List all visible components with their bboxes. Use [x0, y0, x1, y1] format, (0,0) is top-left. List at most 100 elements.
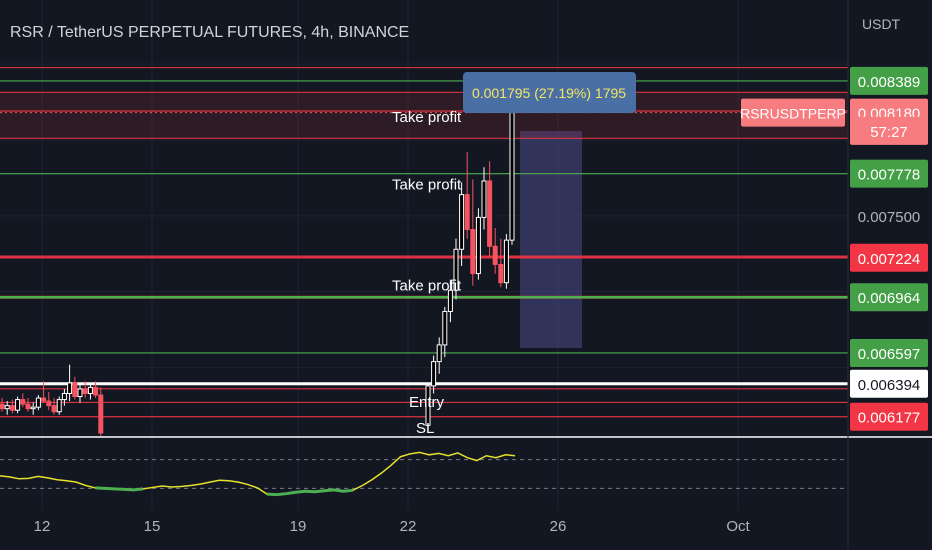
candle	[470, 179, 476, 286]
candle	[492, 228, 498, 274]
candle-body	[20, 399, 26, 405]
candle-body	[447, 289, 453, 313]
candle	[41, 381, 47, 403]
price-axis[interactable]: 0.0083890.00818057:270.0077780.0075000.0…	[740, 66, 928, 431]
candle	[0, 398, 5, 412]
candle-body	[475, 216, 481, 275]
candle-body	[35, 397, 41, 408]
candle	[15, 396, 21, 414]
annotation-label: Take profit	[392, 176, 462, 193]
candle	[453, 238, 459, 300]
price-tag	[850, 402, 928, 431]
measure-box	[463, 72, 636, 113]
candle-body	[436, 344, 442, 363]
candle-body	[25, 403, 31, 410]
candle	[30, 402, 36, 415]
candle	[20, 393, 26, 408]
candle	[442, 306, 448, 358]
candle	[459, 182, 465, 266]
indicator-line	[0, 451, 516, 496]
indicator-pane	[0, 451, 848, 497]
level-lines	[0, 66, 848, 418]
price-tag-label: 0.006597	[858, 346, 921, 363]
candle	[87, 384, 93, 400]
price-tag-label: 0.007500	[858, 209, 921, 226]
candle	[447, 279, 453, 323]
candle-body	[77, 388, 83, 398]
candle	[481, 167, 487, 230]
price-tag	[850, 338, 928, 367]
price-tag-label: 0.007224	[858, 251, 921, 268]
candle-body	[492, 245, 498, 265]
x-tick-label: Oct	[726, 518, 750, 535]
candle-body	[56, 399, 62, 413]
candle	[431, 355, 437, 394]
candle	[475, 208, 481, 280]
candle	[509, 102, 515, 245]
candle-body	[98, 394, 104, 434]
x-tick-label: 12	[34, 518, 51, 535]
candle-body	[9, 405, 15, 411]
candle	[67, 364, 73, 402]
candle	[61, 388, 67, 406]
candle	[98, 387, 104, 436]
price-tag	[850, 369, 928, 398]
candle-body	[87, 386, 93, 394]
candle	[51, 398, 57, 415]
annotation-label: Entry	[409, 394, 445, 411]
candle	[72, 376, 78, 400]
candle	[4, 401, 10, 415]
candle-body	[498, 263, 504, 284]
price-tag-label: 0.006177	[858, 410, 921, 427]
candle	[77, 384, 83, 403]
candle	[464, 152, 470, 239]
candle-body	[67, 382, 73, 394]
candle-body	[72, 382, 78, 398]
x-axis: 12 15 19 22 26 Oct	[34, 518, 751, 535]
candle-body	[51, 405, 57, 413]
candle	[93, 381, 99, 399]
symbol-tag	[741, 98, 845, 127]
price-tag-label: 57:27	[870, 124, 908, 141]
candle-body	[15, 399, 21, 411]
candle	[25, 398, 31, 412]
candle	[487, 161, 493, 257]
candle	[498, 238, 504, 288]
candle	[503, 234, 509, 289]
candle	[56, 396, 62, 415]
chart-title: RSR / TetherUS PERPETUAL FUTURES, 4h, BI…	[10, 24, 409, 41]
candle-body	[431, 361, 437, 387]
candle-body	[470, 229, 476, 275]
x-tick-label: 15	[144, 518, 161, 535]
x-tick-label: 26	[550, 518, 567, 535]
x-tick-label: 19	[290, 518, 307, 535]
measure-label: 0.001795 (27.19%) 1795	[472, 85, 626, 101]
candle	[436, 337, 442, 374]
price-measure: 0.001795 (27.19%) 1795	[463, 72, 636, 113]
price-tag	[850, 116, 928, 145]
candle-body	[503, 239, 509, 284]
candle-body	[4, 405, 10, 410]
candle-body	[464, 194, 470, 231]
candle-body	[41, 397, 47, 402]
candle-body	[425, 385, 431, 426]
annotation-label: SL	[416, 420, 434, 437]
annotations: Take profit Take profit Take profit Entry SL	[392, 109, 462, 437]
price-tag-label: 0.006964	[858, 290, 921, 307]
price-tag-label: 0.006394	[858, 377, 921, 394]
grid	[0, 0, 848, 510]
resistance-band	[0, 92, 848, 139]
candle-body	[61, 392, 67, 401]
currency-label[interactable]: USDT	[862, 16, 901, 32]
candle-body	[442, 311, 448, 346]
candle-body	[93, 386, 99, 396]
price-tag	[850, 66, 928, 95]
price-tag-label: 0.008389	[858, 74, 921, 91]
candle	[82, 381, 88, 399]
candle-body	[453, 248, 459, 291]
candle	[9, 399, 15, 414]
candle-body	[459, 194, 465, 250]
projection-zone	[520, 131, 582, 348]
indicator-highlight	[95, 486, 144, 492]
